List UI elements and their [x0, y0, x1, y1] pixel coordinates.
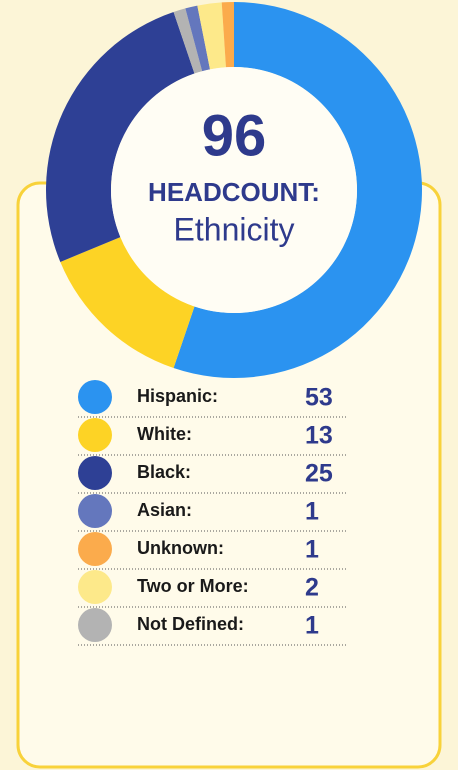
legend-label: Two or More:	[137, 576, 249, 596]
slice	[173, 8, 203, 74]
legend-swatch	[78, 608, 112, 642]
legend-label: Hispanic:	[137, 386, 218, 406]
legend-value: 2	[305, 574, 319, 602]
legend-swatch	[78, 532, 112, 566]
legend-value: 1	[305, 536, 319, 564]
legend-label: White:	[137, 424, 192, 444]
legend-value: 1	[305, 498, 319, 526]
subtitle: Ethnicity	[174, 211, 295, 247]
legend-label: Black:	[137, 462, 191, 482]
slice	[60, 237, 195, 369]
slice	[221, 2, 234, 68]
legend-value: 1	[305, 612, 319, 640]
legend-value: 25	[305, 460, 333, 488]
slice	[46, 11, 195, 262]
legend-value: 53	[305, 384, 333, 412]
donut-hole	[111, 67, 357, 313]
total: 96	[202, 103, 267, 168]
donut	[46, 2, 423, 378]
legend-swatch	[78, 380, 112, 414]
legend-value: 13	[305, 422, 333, 450]
legend-swatch	[78, 456, 112, 490]
legend-label: Asian:	[137, 500, 192, 520]
legend-swatch	[78, 570, 112, 604]
title: HEADCOUNT:	[148, 177, 320, 207]
legend-label: Not Defined:	[137, 614, 244, 634]
legend-swatch	[78, 494, 112, 528]
slice	[197, 2, 226, 70]
slice	[185, 5, 211, 72]
legend-swatch	[78, 418, 112, 452]
slice	[173, 2, 423, 378]
legend-label: Unknown:	[137, 538, 224, 558]
legend: Hispanic: 53 White: 13 Black: 25 Asian: 1 Unknow…	[78, 380, 348, 646]
